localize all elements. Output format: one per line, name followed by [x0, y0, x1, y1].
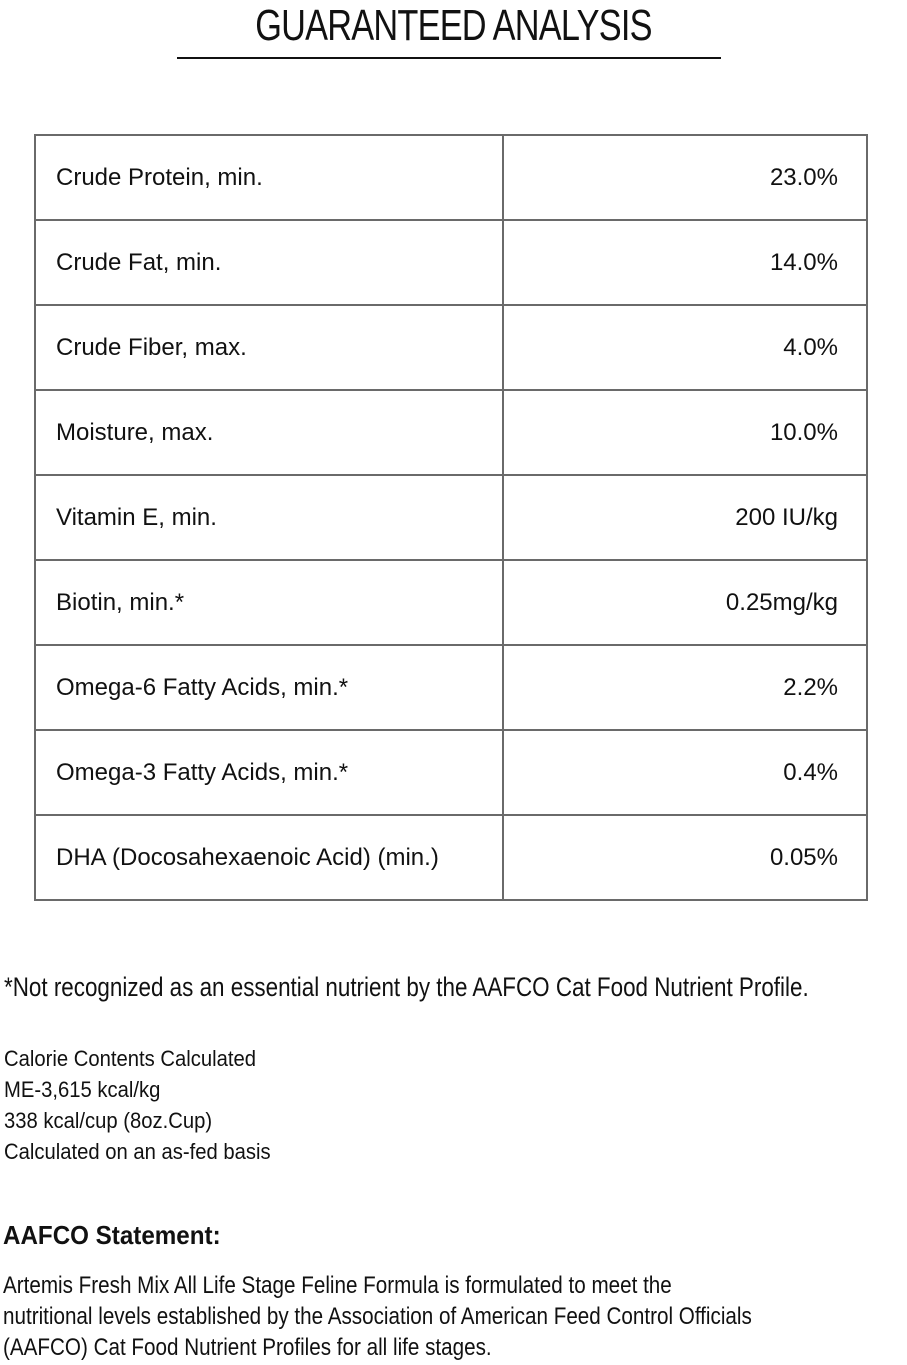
nutrient-value: 0.4%: [502, 729, 868, 816]
nutrient-label: Moisture, max.: [34, 389, 504, 476]
calorie-line: Calorie Contents Calculated: [4, 1046, 257, 1071]
nutrient-label: Crude Fat, min.: [34, 219, 504, 306]
table-row: Omega-6 Fatty Acids, min.* 2.2%: [34, 644, 868, 731]
nutrient-value: 14.0%: [502, 219, 868, 306]
calorie-contents: Calorie Contents Calculated ME-3,615 kca…: [4, 1043, 271, 1167]
table-row: Biotin, min.* 0.25mg/kg: [34, 559, 868, 646]
nutrient-label: Crude Protein, min.: [34, 134, 504, 221]
nutrient-label: Crude Fiber, max.: [34, 304, 504, 391]
table-row: Crude Fiber, max. 4.0%: [34, 304, 868, 391]
calorie-line: Calculated on an as-fed basis: [4, 1139, 271, 1164]
aafco-line: Artemis Fresh Mix All Life Stage Feline …: [3, 1272, 672, 1299]
table-row: DHA (Docosahexaenoic Acid) (min.) 0.05%: [34, 814, 868, 901]
page-title: GUARANTEED ANALYSIS: [255, 1, 652, 50]
table-row: Crude Fat, min. 14.0%: [34, 219, 868, 306]
table-row: Vitamin E, min. 200 IU/kg: [34, 474, 868, 561]
guaranteed-analysis-table: Crude Protein, min. 23.0% Crude Fat, min.…: [34, 134, 868, 901]
aafco-line: (AAFCO) Cat Food Nutrient Profiles for a…: [3, 1334, 492, 1361]
table-row: Crude Protein, min. 23.0%: [34, 134, 868, 221]
nutrient-label: Biotin, min.*: [34, 559, 504, 646]
aafco-heading: AAFCO Statement:: [3, 1220, 221, 1250]
table-row: Omega-3 Fatty Acids, min.* 0.4%: [34, 729, 868, 816]
nutrient-value: 2.2%: [502, 644, 868, 731]
table-row: Moisture, max. 10.0%: [34, 389, 868, 476]
calorie-line: 338 kcal/cup (8oz.Cup): [4, 1108, 213, 1133]
nutrient-value: 200 IU/kg: [502, 474, 868, 561]
nutrient-label: Omega-6 Fatty Acids, min.*: [34, 644, 504, 731]
nutrient-value: 4.0%: [502, 304, 868, 391]
title-underline: [177, 57, 721, 59]
nutrient-label: Vitamin E, min.: [34, 474, 504, 561]
nutrient-value: 0.05%: [502, 814, 868, 901]
aafco-statement: Artemis Fresh Mix All Life Stage Feline …: [3, 1270, 752, 1363]
nutrient-value: 10.0%: [502, 389, 868, 476]
aafco-line: nutritional levels established by the As…: [3, 1303, 752, 1330]
nutrient-value: 23.0%: [502, 134, 868, 221]
nutrient-label: Omega-3 Fatty Acids, min.*: [34, 729, 504, 816]
footnote: *Not recognized as an essential nutrient…: [4, 972, 809, 1002]
nutrient-label: DHA (Docosahexaenoic Acid) (min.): [34, 814, 504, 901]
calorie-line: ME-3,615 kcal/kg: [4, 1077, 161, 1102]
nutrient-value: 0.25mg/kg: [502, 559, 868, 646]
